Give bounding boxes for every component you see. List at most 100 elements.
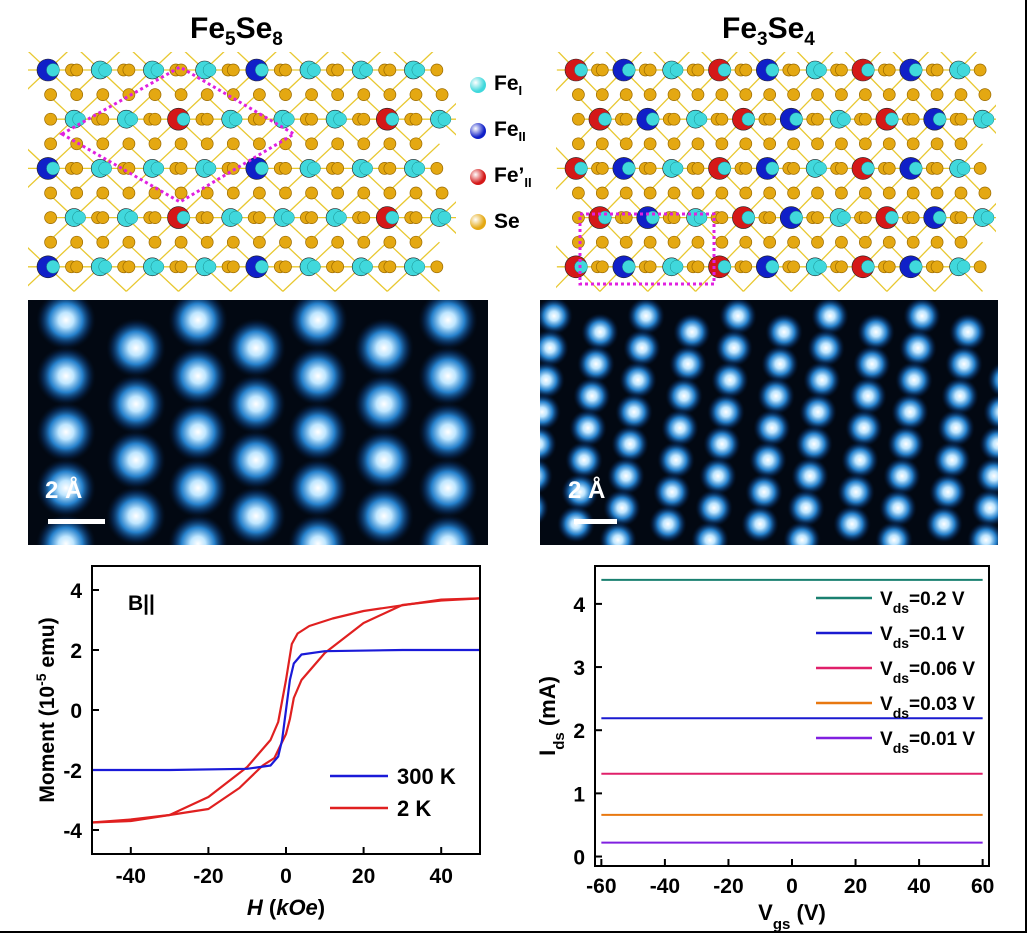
fe-i-atom [932, 210, 947, 225]
se-atom [409, 186, 423, 200]
se-atom [858, 88, 872, 101]
x-tick-label: -40 [650, 875, 680, 898]
fe-i-atom [765, 161, 780, 176]
se-atom [787, 137, 800, 151]
fe-i-atom [307, 161, 321, 176]
stm-spot [753, 409, 791, 447]
se-atom [383, 63, 397, 77]
se-atom [739, 88, 753, 101]
se-atom [715, 186, 729, 200]
se-atom [739, 137, 753, 151]
se-atom [739, 260, 753, 274]
stm-spot [837, 473, 875, 511]
fe-i-atom [861, 63, 875, 77]
stm-spot [661, 409, 699, 447]
title-fe3se4: Fe3Se4 [722, 12, 815, 50]
fe-i-atom [411, 260, 426, 274]
se-atom [96, 88, 110, 101]
fe-i-atom [813, 161, 827, 176]
se-atom [882, 63, 896, 77]
stm-spot [418, 402, 478, 462]
se-atom [305, 235, 318, 249]
se-atom [357, 137, 371, 151]
se-atom [787, 260, 800, 274]
se-atom [787, 88, 800, 101]
fe-i-atom [645, 112, 660, 126]
stm-spot [653, 473, 691, 511]
stm-spot [627, 300, 665, 335]
fe-i-atom [385, 112, 400, 126]
se-atom [643, 162, 657, 175]
se-atom [96, 137, 110, 151]
se-atom [409, 211, 423, 224]
stm-spot [106, 430, 166, 490]
x-axis-title: H (kOe) [247, 895, 325, 920]
stm-spot [665, 377, 703, 415]
fe-i-atom [669, 63, 684, 77]
se-atom [619, 235, 633, 249]
x-tick-label: -20 [193, 865, 223, 888]
stm-spot [971, 489, 998, 527]
fe-i-atom [281, 112, 295, 126]
stm-spot [557, 505, 595, 543]
stm-spot [811, 300, 849, 335]
se-atom [906, 88, 920, 101]
se-atom [787, 63, 800, 77]
fe-i-atom [46, 63, 60, 77]
se-atom [978, 88, 992, 101]
fe-i-atom [176, 210, 191, 225]
stm-spot [288, 458, 348, 518]
fe-i-atom [622, 260, 636, 274]
legend-label: Vds=0.06 V [880, 659, 975, 686]
fe-i-atom [813, 63, 827, 77]
legend-label: Vds=0.2 V [880, 589, 965, 616]
fe-i-atom [861, 260, 875, 274]
se-atom [930, 88, 944, 101]
se-atom [763, 211, 777, 224]
fe-i-atom [932, 112, 947, 126]
fe5se8-lattice-diagram [28, 52, 456, 292]
stm-spot [36, 346, 96, 406]
se-atom [70, 186, 84, 200]
fe-i-atom [176, 112, 191, 126]
stm-spot [226, 318, 286, 378]
se-atom [930, 235, 944, 249]
stm-spot [106, 374, 166, 434]
stm-spot [168, 458, 228, 518]
fe3se4-stm-image [540, 300, 998, 545]
se-atom [200, 137, 214, 151]
se-atom [835, 63, 848, 77]
fe-i-atom [307, 260, 321, 274]
stm-spot [36, 458, 96, 518]
se-atom [253, 112, 266, 126]
fe-i-atom [909, 63, 923, 77]
se-atom [691, 63, 705, 77]
se-atom [811, 235, 824, 249]
se-atom [667, 112, 681, 126]
se-atom [882, 137, 896, 151]
se-atom [305, 186, 318, 200]
se-atom [44, 235, 57, 249]
se-atom [595, 88, 609, 101]
stm-spot [577, 345, 615, 383]
fe-i-atom [885, 210, 899, 225]
fe-i-atom [255, 63, 269, 77]
se-atom [305, 112, 318, 126]
se-atom [643, 63, 657, 77]
fe-i-atom [333, 112, 347, 126]
stm-spot [619, 361, 657, 399]
stm-spot [967, 521, 998, 545]
stm-spot [719, 300, 757, 335]
stm-spot [288, 300, 348, 350]
y-axis-title: Moment (10-5 emu) [33, 617, 59, 802]
fe-i-atom [46, 260, 60, 274]
stm-spot [695, 489, 733, 527]
fe-i-atom [813, 260, 827, 274]
y-tick-label: 3 [573, 657, 585, 680]
stm-spot [611, 425, 649, 463]
se-atom [383, 186, 397, 200]
se-atom [595, 63, 609, 77]
stm-spot [354, 318, 414, 378]
stm-spot [799, 393, 837, 431]
